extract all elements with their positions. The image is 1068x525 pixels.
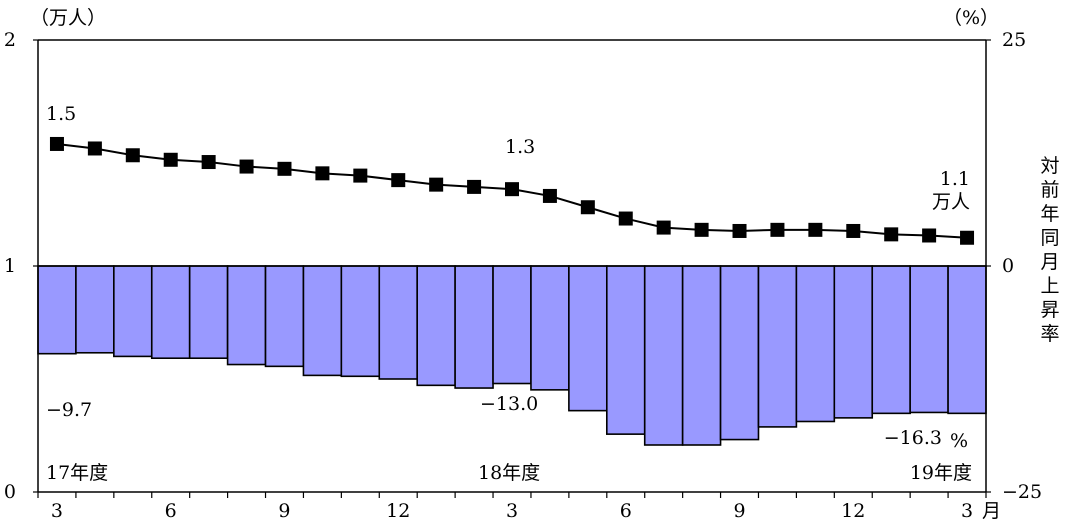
right-axis-title-char-2: 年 — [1040, 203, 1059, 225]
right-axis-title-char-4: 月 — [1040, 251, 1059, 273]
bar-6 — [264, 265, 305, 368]
line-point-1 — [87, 141, 102, 156]
x-unit-label: 月 — [982, 500, 1001, 522]
fiscal-year-label-0: 17年度 — [46, 462, 108, 484]
bar-22 — [871, 265, 911, 415]
left-tick-label-1: 1 — [4, 255, 16, 277]
bar-23 — [909, 265, 949, 414]
line-point-2 — [125, 148, 140, 163]
line-point-17 — [694, 222, 709, 237]
line-point-6 — [277, 161, 292, 176]
line-point-20 — [808, 222, 823, 237]
line-point-13 — [542, 188, 557, 203]
right-axis-title-char-5: 上 — [1040, 275, 1059, 297]
left-unit-label: （万人） — [30, 7, 106, 29]
bar-14 — [568, 265, 608, 412]
line-point-23 — [922, 228, 937, 243]
bar-4 — [188, 265, 229, 360]
right-tick-label-0: −25 — [1002, 481, 1042, 503]
right-axis-title-char-7: 率 — [1040, 323, 1059, 345]
x-tick-label-4: 3 — [506, 500, 518, 522]
line-point-3 — [163, 152, 178, 167]
bar-3 — [150, 265, 191, 360]
left-tick-label-0: 0 — [4, 481, 16, 503]
right-axis-title-char-0: 対 — [1040, 155, 1059, 177]
bar-16 — [643, 265, 684, 446]
line-point-19 — [770, 222, 785, 237]
line-point-11 — [467, 179, 482, 194]
right-axis-title-char-1: 前 — [1040, 179, 1059, 201]
bar-first-value-label: −9.7 — [46, 399, 92, 421]
bar-20 — [795, 265, 836, 423]
x-tick-label-7: 12 — [841, 500, 865, 522]
line-series — [49, 136, 975, 245]
line-point-5 — [239, 159, 254, 174]
right-axis-title-char-6: 昇 — [1040, 299, 1059, 321]
line-point-18 — [732, 223, 747, 238]
bar-18 — [719, 265, 760, 441]
x-tick-label-8: 3 — [961, 500, 973, 522]
line-point-8 — [353, 168, 368, 183]
line-point-12 — [505, 182, 519, 197]
right-tick-label-2: 25 — [1002, 29, 1026, 51]
bar-5 — [226, 265, 267, 366]
right-axis-title-char-3: 同 — [1040, 227, 1059, 249]
fiscal-year-label-1: 18年度 — [478, 462, 540, 484]
chart-frame — [33, 39, 991, 498]
x-tick-label-1: 6 — [165, 500, 177, 522]
bar-19 — [757, 265, 798, 428]
bar-10 — [416, 265, 456, 387]
line-mid-value-label: 1.3 — [505, 136, 535, 158]
line-point-22 — [884, 227, 899, 242]
bar-last-value-label: −16.3 — [884, 427, 942, 449]
bar-2 — [113, 265, 153, 358]
line-point-21 — [846, 223, 861, 238]
bar-7 — [302, 265, 343, 377]
bar-21 — [833, 265, 874, 419]
bar-15 — [605, 265, 646, 435]
line-last-value-label: 1.1 — [940, 168, 970, 190]
line-point-0 — [49, 136, 64, 151]
x-tick-label-0: 3 — [51, 500, 63, 522]
bar-24 — [947, 265, 987, 415]
x-tick-label-2: 9 — [278, 500, 290, 522]
x-tick-label-5: 6 — [620, 500, 632, 522]
x-tick-label-6: 9 — [733, 500, 745, 522]
bar-0 — [37, 265, 77, 355]
line-point-4 — [201, 155, 216, 170]
bar-17 — [681, 265, 722, 446]
bar-1 — [75, 265, 115, 354]
left-tick-label-2: 2 — [4, 29, 16, 51]
line-point-9 — [391, 173, 406, 188]
bar-11 — [454, 265, 494, 389]
bar-last-unit-label: % — [950, 430, 968, 452]
right-unit-label: （%） — [943, 7, 999, 29]
fiscal-year-label-2: 19年度 — [910, 462, 972, 484]
bar-8 — [340, 265, 381, 378]
bar-12 — [492, 265, 532, 385]
line-point-24 — [960, 230, 975, 245]
line-point-16 — [656, 220, 671, 235]
line-point-14 — [580, 200, 595, 215]
line-point-7 — [315, 166, 330, 181]
line-last-unit-label: 万人 — [932, 191, 970, 213]
line-point-10 — [429, 177, 444, 192]
bar-13 — [530, 265, 570, 391]
bar-mid-value-label: −13.0 — [480, 393, 538, 415]
x-tick-label-3: 12 — [386, 500, 410, 522]
right-tick-label-1: 0 — [1002, 255, 1014, 277]
bar-9 — [378, 265, 418, 380]
line-first-value-label: 1.5 — [46, 103, 76, 125]
bars — [37, 265, 987, 446]
line-point-15 — [618, 211, 633, 226]
